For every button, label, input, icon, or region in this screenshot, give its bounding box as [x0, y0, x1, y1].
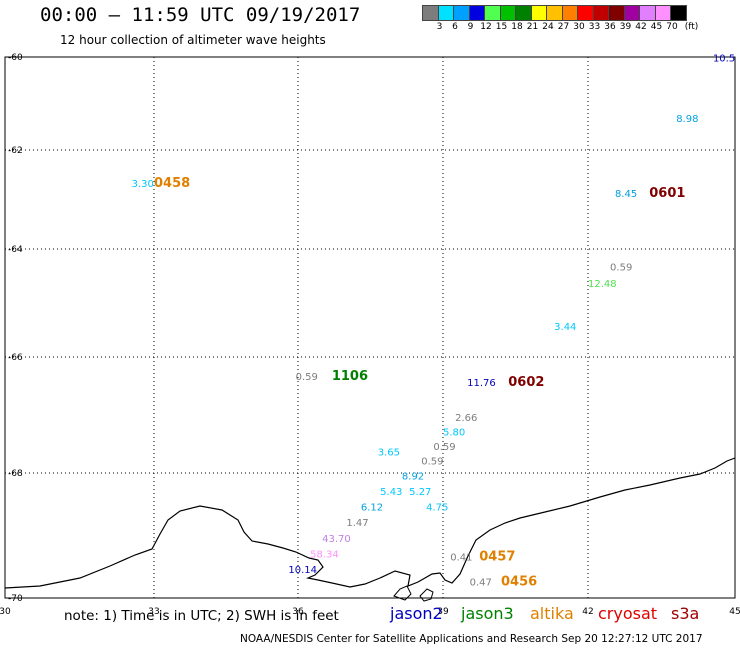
wave-height-value: 10.5: [713, 54, 735, 65]
satellite-legend-item: altika: [530, 604, 574, 623]
scale-label: 9: [467, 22, 474, 32]
scale-label: 12: [480, 22, 492, 32]
scale-label: 27: [557, 22, 570, 32]
wave-height-value: 4.75: [426, 503, 448, 514]
wave-height-value: 8.45: [615, 189, 637, 200]
color-swatch: [670, 5, 687, 21]
wave-height-value: 6.12: [361, 503, 383, 514]
scale-label: 70: [666, 22, 678, 32]
color-scale-labels: 3 6 9 12 15 18 21 24 27 30 33 36 39 42 45 70 (ft): [422, 22, 740, 34]
wave-height-value: 8.98: [676, 114, 698, 125]
wave-height-value: 0.59: [433, 442, 455, 453]
lat-tick-label: -60: [8, 53, 23, 63]
lon-tick-label: 42: [582, 607, 593, 617]
wave-height-value: 43.70: [322, 534, 351, 545]
pass-time-label: 0457: [479, 550, 515, 565]
lon-tick-label: 30: [0, 607, 11, 617]
lat-tick-label: -68: [8, 469, 23, 479]
scale-label: 18: [511, 22, 523, 32]
pass-time-label: 0601: [649, 186, 685, 201]
satellite-legend-item: cryosat: [598, 604, 658, 623]
wave-height-value: 0.59: [421, 456, 443, 467]
wave-height-value: 12.48: [588, 279, 617, 290]
satellite-legend-item: s3a: [671, 604, 700, 623]
wave-height-value: 0.41: [450, 553, 472, 564]
page-subtitle: 12 hour collection of altimeter wave hei…: [60, 33, 326, 47]
scale-label: 3: [436, 22, 443, 32]
wave-height-value: 0.59: [610, 263, 632, 274]
wave-height-value: 3.44: [554, 322, 576, 333]
antarctic-coastline: [4, 457, 736, 589]
lon-tick-label: 36: [292, 607, 304, 617]
color-scale-bar: [422, 5, 687, 21]
scale-label: 39: [619, 22, 632, 32]
satellite-legend-item: jason2: [390, 604, 443, 623]
island-shape: [393, 585, 412, 601]
scale-label: 21: [526, 22, 539, 32]
scale-unit: (ft): [684, 22, 699, 32]
wave-height-value: 3.65: [378, 448, 400, 459]
wave-height-value: 3.30: [132, 179, 154, 190]
wave-height-value: 5.27: [409, 487, 431, 498]
footer-credit: NOAA/NESDIS Center for Satellite Applica…: [240, 633, 703, 645]
scale-label: 24: [542, 22, 554, 32]
scale-label: 15: [495, 22, 508, 32]
scale-label: 30: [573, 22, 585, 32]
wave-height-value: 10.14: [288, 565, 317, 576]
lon-tick-label: 45: [729, 607, 740, 617]
island-shape: [419, 588, 434, 602]
scale-label: 33: [588, 22, 601, 32]
scale-label: 42: [635, 22, 647, 32]
pass-time-label: 0602: [508, 375, 544, 390]
satellite-legend-item: jason3: [461, 604, 514, 623]
lat-tick-label: -64: [8, 245, 23, 255]
page-title: 00:00 – 11:59 UTC 09/19/2017: [40, 4, 361, 26]
map-grid: 30 33 36 39 42 45 -60 -62 -64 -66 -68 -70: [0, 53, 740, 617]
scale-label: 36: [604, 22, 616, 32]
map-frame: [4, 56, 736, 599]
wave-height-value: 58.34: [310, 549, 339, 560]
wave-height-value: 5.80: [443, 427, 465, 438]
wave-height-value: 0.59: [296, 372, 318, 383]
wave-height-value: 8.92: [402, 471, 424, 482]
wave-height-value: 2.66: [455, 413, 477, 424]
scale-label: 45: [650, 22, 663, 32]
lat-tick-label: -62: [8, 146, 23, 156]
wave-height-value: 0.47: [470, 578, 492, 589]
lat-tick-label: -70: [8, 594, 23, 604]
units-note: note: 1) Time is in UTC; 2) SWH is in fe…: [64, 608, 339, 624]
pass-time-label: 1106: [332, 369, 368, 384]
wave-height-value: 5.43: [380, 487, 402, 498]
observation-labels: 3.30 0458 10.5 8.98 8.45 0601 0.59 12.48 3.44 0.5…: [132, 54, 736, 590]
lon-tick-label: 39: [437, 607, 449, 617]
scale-label: 6: [452, 22, 458, 32]
lon-tick-label: 33: [148, 607, 159, 617]
wave-height-value: 11.76: [467, 378, 496, 389]
lat-tick-label: -66: [8, 353, 23, 363]
pass-time-label: 0458: [154, 176, 190, 191]
wave-height-value: 1.47: [346, 518, 368, 529]
pass-time-label: 0456: [501, 575, 537, 590]
